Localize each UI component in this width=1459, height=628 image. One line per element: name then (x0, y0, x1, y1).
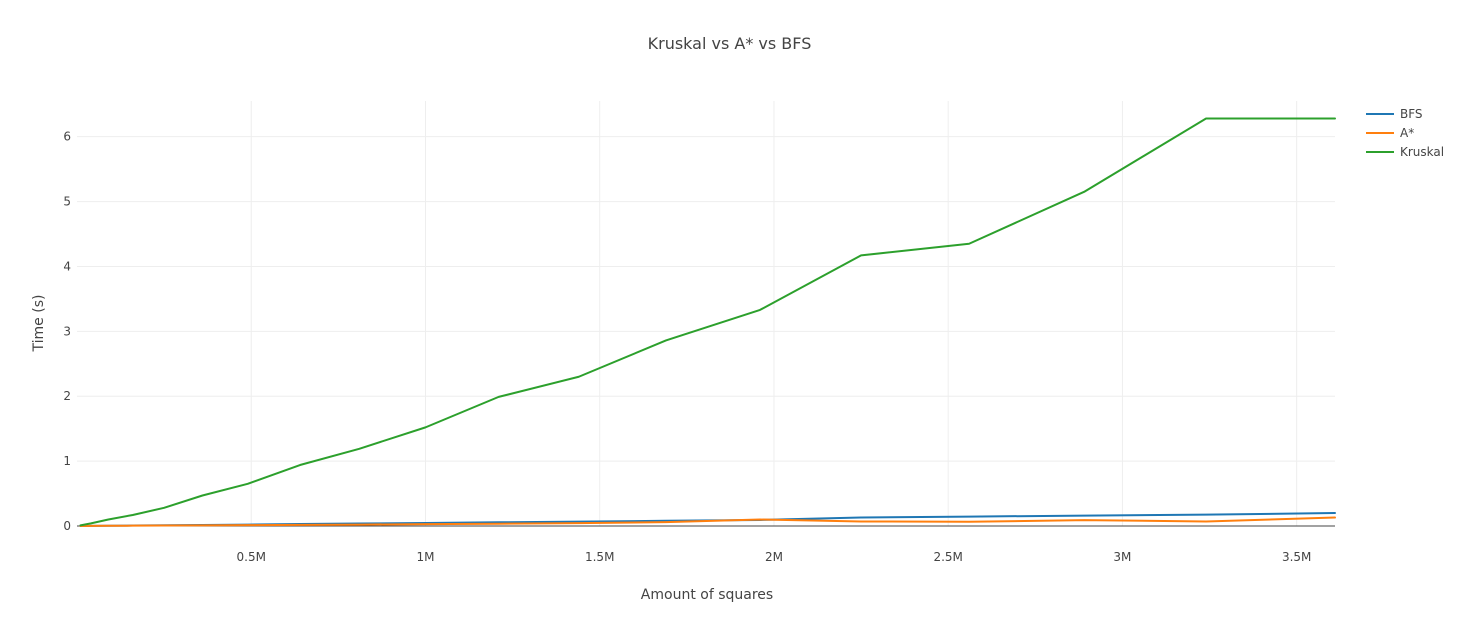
data-point[interactable] (858, 518, 864, 524)
data-point[interactable] (496, 394, 502, 400)
y-tick-label: 2 (63, 389, 71, 403)
data-point[interactable] (663, 519, 669, 525)
data-point[interactable] (1203, 518, 1209, 524)
y-tick-label: 3 (63, 324, 71, 338)
chart-title: Kruskal vs A* vs BFS (648, 34, 812, 53)
series-layer (77, 116, 1338, 529)
data-point[interactable] (130, 512, 136, 518)
data-point[interactable] (1203, 116, 1209, 122)
data-point[interactable] (422, 521, 428, 527)
data-point[interactable] (757, 517, 763, 523)
legend-label: A* (1400, 126, 1414, 140)
legend-item[interactable]: A* (1366, 126, 1414, 140)
data-point[interactable] (1332, 515, 1338, 521)
y-tick-label: 1 (63, 454, 71, 468)
y-tick-labels: 0 1 2 3 4 5 6 (63, 130, 71, 533)
data-point[interactable] (199, 522, 205, 528)
data-point[interactable] (88, 520, 94, 526)
x-axis-title: Amount of squares (641, 587, 773, 603)
data-point[interactable] (1332, 116, 1338, 122)
legend-label: BFS (1400, 107, 1423, 121)
data-point[interactable] (1203, 512, 1209, 518)
y-tick-label: 0 (63, 519, 71, 533)
data-point[interactable] (757, 307, 763, 313)
data-point[interactable] (130, 523, 136, 529)
data-point[interactable] (356, 446, 362, 452)
data-point[interactable] (576, 374, 582, 380)
x-tick-label: 1M (416, 550, 434, 564)
legend-item[interactable]: BFS (1366, 107, 1423, 121)
grid-layer (77, 101, 1335, 526)
series-line-astar[interactable] (79, 516, 1336, 527)
x-tick-labels: 0.5M 1M 1.5M 2M 2.5M 3M 3.5M (237, 550, 1312, 564)
data-point[interactable] (245, 522, 251, 528)
x-tick-label: 0.5M (237, 550, 266, 564)
x-tick-label: 3.5M (1282, 550, 1311, 564)
data-point[interactable] (161, 505, 167, 511)
data-point[interactable] (105, 523, 111, 529)
data-point[interactable] (161, 523, 167, 529)
legend-label: Kruskal (1400, 145, 1444, 159)
data-point[interactable] (356, 522, 362, 528)
data-point[interactable] (199, 493, 205, 499)
data-point[interactable] (496, 521, 502, 527)
data-point[interactable] (297, 522, 303, 528)
data-point[interactable] (966, 519, 972, 525)
data-point[interactable] (663, 337, 669, 343)
legend[interactable]: BFS A* Kruskal (1366, 107, 1444, 159)
data-point[interactable] (245, 481, 251, 487)
data-point[interactable] (297, 462, 303, 468)
x-tick-label: 3M (1113, 550, 1131, 564)
data-point[interactable] (966, 241, 972, 247)
x-tick-label: 2M (765, 550, 783, 564)
y-tick-label: 6 (63, 130, 71, 144)
series-line-kruskal[interactable] (79, 117, 1336, 527)
data-point[interactable] (966, 514, 972, 520)
y-tick-label: 5 (63, 195, 71, 209)
x-tick-label: 2.5M (933, 550, 962, 564)
data-point[interactable] (1081, 517, 1087, 523)
y-tick-label: 4 (63, 259, 71, 273)
data-point[interactable] (1081, 189, 1087, 195)
legend-item[interactable]: Kruskal (1366, 145, 1444, 159)
data-point[interactable] (858, 252, 864, 258)
data-point[interactable] (422, 424, 428, 430)
y-axis-title: Time (s) (31, 295, 47, 353)
data-point[interactable] (105, 517, 111, 523)
data-point[interactable] (77, 522, 83, 528)
data-point[interactable] (576, 520, 582, 526)
x-tick-label: 1.5M (585, 550, 614, 564)
